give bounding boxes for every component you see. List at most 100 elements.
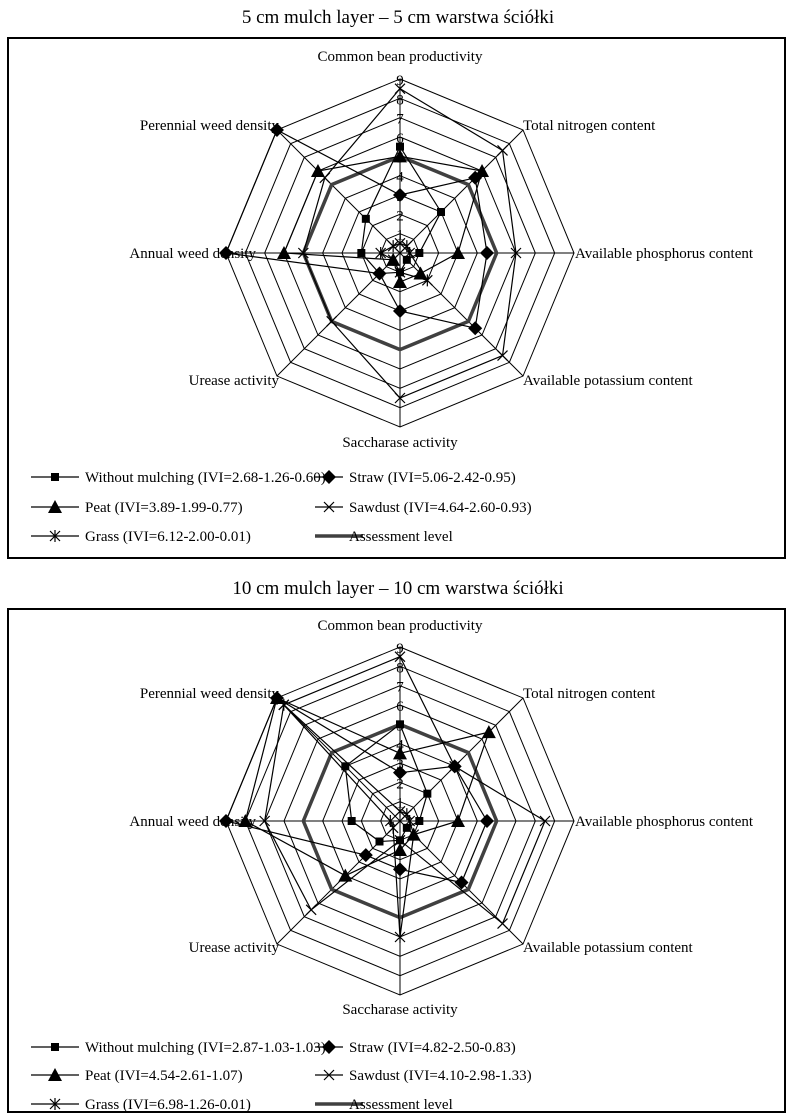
axis-label: Total nitrogen content — [523, 686, 656, 702]
axis-label: Available phosphorus content — [575, 814, 754, 830]
legend-marker-without-mulching — [51, 1043, 59, 1051]
data-point-without-mulching — [357, 249, 366, 257]
axis-label: Available phosphorus content — [575, 246, 754, 262]
legend-label-without-mulching: Without mulching (IVI=2.68-1.26-0.60) — [85, 470, 326, 486]
data-point-peat — [393, 149, 407, 163]
axis-label: Total nitrogen content — [523, 118, 656, 134]
data-point-sawdust — [319, 172, 331, 184]
data-point-straw — [480, 246, 494, 260]
chart-title-10cm: 10 cm mulch layer – 10 cm warstwa ściółk… — [232, 578, 564, 599]
spoke-line — [276, 129, 401, 254]
data-point-sawdust — [259, 815, 271, 827]
axis-label: Available potassium content — [523, 373, 694, 389]
data-point-sawdust — [297, 247, 309, 259]
data-point-straw — [393, 862, 407, 877]
data-point-straw — [219, 814, 233, 828]
axis-label: Available potassium content — [523, 940, 694, 956]
data-point-without-mulching — [375, 837, 384, 846]
legend-marker-straw — [322, 1040, 336, 1054]
data-point-without-mulching — [347, 817, 356, 825]
data-point-sawdust — [394, 83, 406, 95]
data-point-grass — [404, 815, 416, 827]
tick-label: 9 — [396, 73, 404, 89]
data-point-peat — [277, 246, 291, 259]
axis-label: Annual weed density — [129, 246, 256, 262]
data-point-without-mulching — [361, 214, 370, 223]
tick-label: 3 — [396, 757, 404, 773]
series-grass — [375, 237, 433, 287]
data-point-without-mulching — [415, 249, 424, 257]
data-point-sawdust — [305, 904, 317, 916]
legend: Without mulching (IVI=2.68-1.26-0.60) Str… — [31, 470, 532, 545]
legend-marker-peat — [48, 1068, 62, 1081]
data-point-straw — [480, 814, 494, 828]
legend-label-straw: Straw (IVI=4.82-2.50-0.83) — [349, 1040, 516, 1056]
legend-marker-sawdust — [323, 501, 335, 513]
legend-label-assessment-level: Assessment level — [349, 1097, 453, 1111]
legend-label-peat: Peat (IVI=3.89-1.99-0.77) — [85, 500, 243, 516]
data-point-straw — [358, 848, 373, 863]
series-sawdust — [297, 83, 522, 404]
tick-label: 4 — [396, 170, 404, 186]
data-point-straw — [468, 321, 483, 336]
legend-marker-grass — [49, 1098, 61, 1110]
spoke-line — [399, 697, 524, 822]
data-point-sawdust — [394, 392, 406, 404]
axis-label: Perennial weed density — [140, 686, 280, 702]
data-point-peat — [393, 843, 407, 856]
data-point-straw — [393, 188, 407, 202]
axis-label: Saccharase activity — [342, 435, 458, 451]
legend-label-sawdust: Sawdust (IVI=4.10-2.98-1.33) — [349, 1068, 532, 1084]
axis-label: Urease activity — [189, 940, 280, 956]
series-sawdust — [259, 651, 551, 929]
data-point-peat — [481, 725, 496, 739]
axis-label: Common bean productivity — [318, 618, 483, 634]
data-point-peat — [451, 246, 465, 259]
tick-label: 4 — [396, 738, 404, 754]
tick-label: 7 — [396, 112, 404, 128]
data-point-straw — [219, 246, 233, 260]
data-point-grass — [394, 805, 406, 818]
data-point-straw — [454, 875, 469, 890]
data-point-sawdust — [497, 145, 508, 156]
data-point-sawdust — [510, 247, 522, 259]
data-point-peat — [393, 275, 407, 288]
data-point-straw — [269, 122, 284, 137]
data-point-peat — [238, 814, 253, 827]
axis-label: Annual weed density — [129, 814, 256, 830]
data-point-straw — [372, 266, 387, 281]
data-point-without-mulching — [341, 762, 350, 771]
legend-label-assessment-level: Assessment level — [349, 529, 453, 545]
data-point-without-mulching — [402, 823, 411, 832]
data-point-sawdust — [326, 315, 338, 327]
data-point-grass — [278, 698, 290, 711]
data-point-sawdust — [497, 350, 508, 361]
tick-label: 1 — [396, 796, 404, 812]
series-straw — [219, 122, 494, 336]
legend-marker-sawdust — [323, 1069, 335, 1081]
data-point-grass — [394, 931, 406, 943]
data-point-grass — [387, 253, 399, 266]
tick-label: 2 — [396, 208, 404, 224]
axis-label: Common bean productivity — [318, 49, 483, 65]
tick-label: 8 — [396, 660, 404, 676]
axis-label: Perennial weed density — [140, 118, 280, 134]
data-point-sawdust — [497, 918, 508, 929]
data-point-without-mulching — [423, 789, 432, 798]
data-point-without-mulching — [396, 142, 404, 151]
legend-label-sawdust: Sawdust (IVI=4.64-2.60-0.93) — [349, 500, 532, 516]
data-point-without-mulching — [402, 255, 411, 264]
data-point-grass — [394, 266, 406, 279]
tick-label: 2 — [396, 776, 404, 792]
data-point-peat — [451, 814, 465, 827]
data-point-without-mulching — [437, 207, 446, 216]
axis-label: Saccharase activity — [342, 1002, 458, 1018]
tick-label: 6 — [396, 699, 404, 715]
data-point-peat — [393, 746, 407, 760]
legend: Without mulching (IVI=2.87-1.03-1.03) Str… — [31, 1040, 532, 1111]
legend-marker-without-mulching — [51, 473, 59, 481]
